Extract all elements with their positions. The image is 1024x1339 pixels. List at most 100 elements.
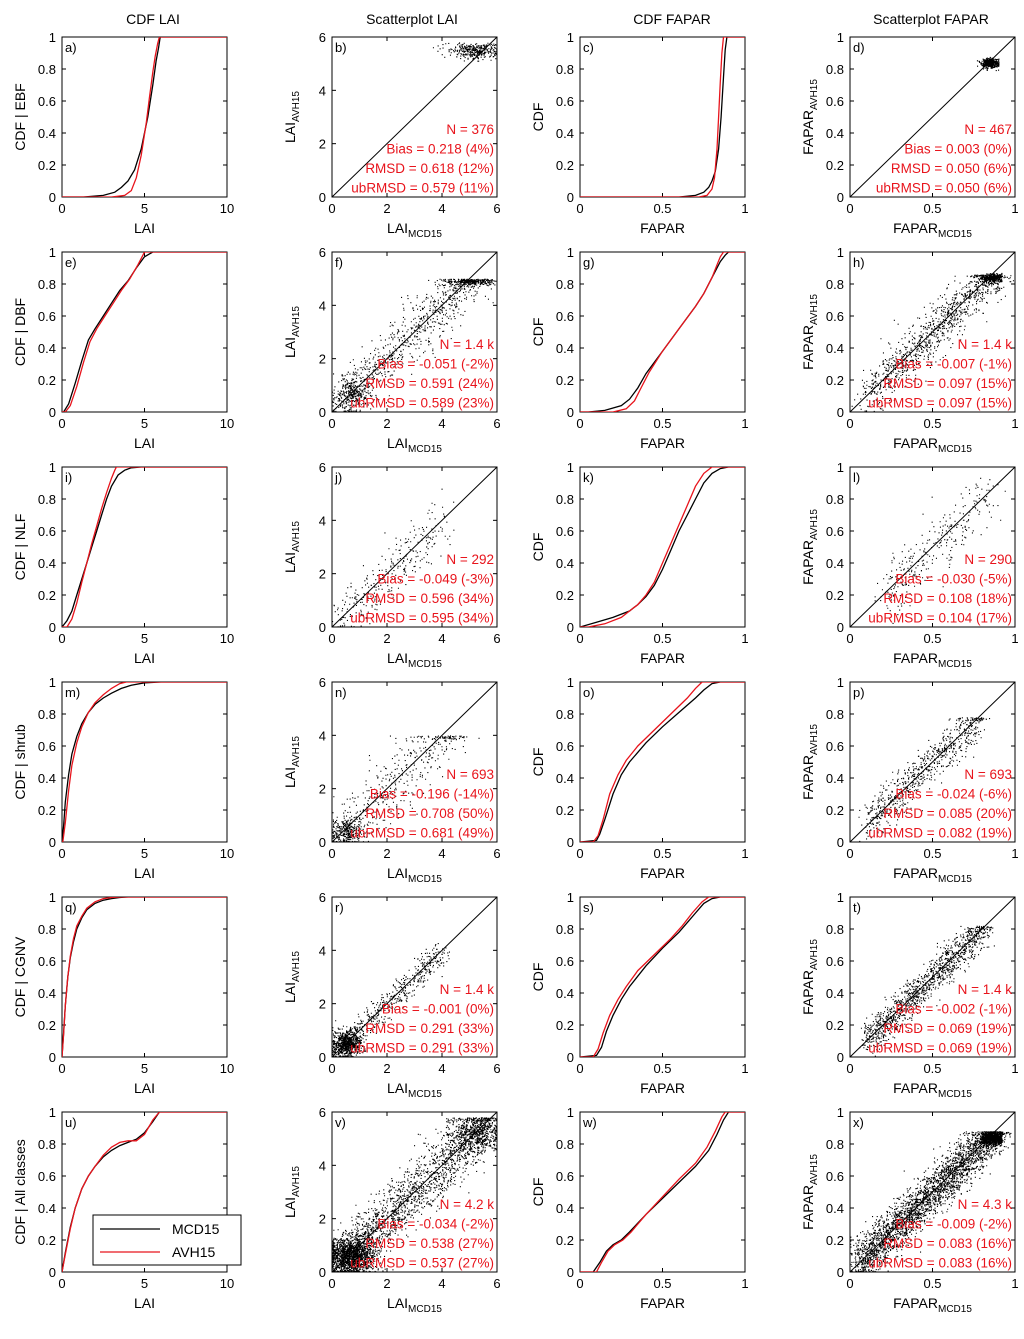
- x-tick-label: 5: [141, 1276, 148, 1291]
- y-tick-label: 1: [567, 1105, 574, 1120]
- panel-o: 0 0.5 1 0 0.2 0.4 0.6 0.8 1 o) CDF FAPAR: [530, 675, 749, 881]
- panel-letter: s): [583, 900, 594, 915]
- stat-line: Bias = -0.030 (-5%): [895, 572, 1012, 587]
- y-tick-label: 6: [319, 30, 326, 45]
- cdf-line-avh15: [580, 467, 745, 627]
- stat-line: Bias = -0.007 (-1%): [895, 357, 1012, 372]
- one-to-one-line: [331, 466, 498, 628]
- stat-line: Bias = -0.001 (0%): [382, 1002, 494, 1017]
- panel-letter: u): [65, 1115, 77, 1130]
- cdf-line-mcd15: [62, 897, 227, 1057]
- y-tick-label: 0.4: [556, 986, 574, 1001]
- x-tick-label: 0: [576, 1276, 583, 1291]
- stat-line: ubRMSD = 0.069 (19%): [868, 1041, 1012, 1056]
- y-tick-label: 0.6: [556, 309, 574, 324]
- x-axis-label-sub: MCD15: [938, 229, 972, 240]
- y-axis-label-sub: AVH15: [291, 306, 302, 337]
- stat-line: RMSD = 0.108 (18%): [883, 591, 1012, 606]
- x-tick-label: 0.5: [653, 201, 671, 216]
- panel-letter: x): [853, 1115, 864, 1130]
- y-tick-label: 0.6: [826, 1169, 844, 1184]
- y-tick-label: 0.2: [38, 373, 56, 388]
- y-axis-label: LAIAVH15: [282, 1166, 302, 1218]
- y-tick-label: 0.2: [38, 158, 56, 173]
- cdf-line-mcd15: [62, 37, 227, 197]
- one-to-one-line: [331, 251, 498, 413]
- panel-r: 0 2 4 6 0 2 4 6 r) LAIAVH15 LAIMCD15 N = 1.4 k Bias …: [282, 890, 501, 1100]
- x-axis-label-sub: MCD15: [938, 444, 972, 455]
- x-tick-label: 0: [846, 1061, 853, 1076]
- y-tick-label: 0.6: [556, 1169, 574, 1184]
- y-tick-label: 0.6: [38, 309, 56, 324]
- y-tick-label: 2: [319, 997, 326, 1012]
- y-tick-label: 0.4: [38, 771, 56, 786]
- y-tick-label: 0.2: [556, 158, 574, 173]
- x-axis-label-sub: MCD15: [408, 659, 442, 670]
- x-axis-label-sub: MCD15: [938, 1089, 972, 1100]
- y-axis-label: CDF | All classes: [12, 1139, 28, 1245]
- y-tick-label: 0: [567, 190, 574, 205]
- x-tick-label: 0.5: [923, 201, 941, 216]
- y-tick-label: 2: [319, 352, 326, 367]
- panel-f: 0 2 4 6 0 2 4 6 f) LAIAVH15 LAIMCD15 N = 1.4 k Bias …: [282, 245, 501, 455]
- panel-letter: t): [853, 900, 861, 915]
- column-title-scatter-lai: Scatterplot LAI: [366, 11, 458, 27]
- cdf-line-avh15: [580, 897, 745, 1057]
- x-tick-label: 0: [328, 631, 335, 646]
- x-tick-label: 1: [741, 1061, 748, 1076]
- cdf-line-avh15: [62, 252, 227, 412]
- panel-letter: e): [65, 255, 77, 270]
- x-tick-label: 0: [576, 631, 583, 646]
- x-tick-label: 0: [328, 846, 335, 861]
- y-axis-label: FAPARAVH15: [800, 509, 820, 585]
- scatter-dots: [850, 1131, 1012, 1272]
- y-axis-label-sub: AVH15: [291, 91, 302, 122]
- axes-frame: [579, 1111, 746, 1273]
- stat-line: N = 693: [446, 767, 494, 782]
- y-tick-label: 0.4: [826, 1201, 844, 1216]
- one-to-one-line: [849, 36, 1016, 198]
- x-tick-label: 1: [1011, 1061, 1018, 1076]
- x-tick-label: 0: [328, 1061, 335, 1076]
- y-tick-label: 0.2: [826, 1018, 844, 1033]
- stats-box: N = 292 Bias = -0.049 (-3%) RMSD = 0.596 (…: [350, 552, 494, 626]
- one-to-one-line: [331, 681, 498, 843]
- axes-frame: [579, 36, 746, 198]
- panel-letter: m): [65, 685, 80, 700]
- stat-line: ubRMSD = 0.579 (11%): [351, 181, 494, 196]
- scatter-dots: [332, 488, 455, 627]
- y-axis-label: FAPARAVH15: [800, 1154, 820, 1230]
- y-tick-label: 0.2: [556, 803, 574, 818]
- stat-line: ubRMSD = 0.097 (15%): [868, 396, 1012, 411]
- axes-frame: [331, 251, 498, 413]
- y-tick-label: 1: [49, 1105, 56, 1120]
- y-tick-label: 0.2: [826, 803, 844, 818]
- x-axis-label-sub: MCD15: [408, 229, 442, 240]
- stat-line: ubRMSD = 0.681 (49%): [350, 826, 494, 841]
- y-axis-label: FAPARAVH15: [800, 939, 820, 1015]
- panel-e: 0 5 10 0 0.2 0.4 0.6 0.8 1 e) CDF | DBF LAI: [12, 245, 234, 451]
- cdf-line-avh15: [580, 37, 745, 197]
- y-tick-label: 0: [319, 1265, 326, 1280]
- x-tick-label: 0: [576, 416, 583, 431]
- stat-line: ubRMSD = 0.083 (16%): [868, 1256, 1012, 1271]
- panel-letter: v): [335, 1115, 346, 1130]
- stat-line: RMSD = 0.097 (15%): [883, 376, 1012, 391]
- y-tick-label: 4: [319, 298, 326, 313]
- x-tick-label: 0: [846, 1276, 853, 1291]
- stat-line: Bias = 0.003 (0%): [904, 142, 1012, 157]
- y-tick-label: 1: [567, 245, 574, 260]
- y-tick-label: 1: [49, 675, 56, 690]
- x-axis-label: LAIMCD15: [387, 220, 442, 240]
- y-tick-label: 4: [319, 513, 326, 528]
- scatter-dots: [432, 42, 497, 62]
- y-tick-label: 0: [837, 835, 844, 850]
- y-tick-label: 1: [49, 460, 56, 475]
- y-tick-label: 1: [837, 675, 844, 690]
- stat-line: N = 292: [446, 552, 494, 567]
- stat-line: ubRMSD = 0.050 (6%): [876, 181, 1012, 196]
- x-tick-label: 0.5: [923, 846, 941, 861]
- x-tick-label: 6: [493, 1061, 500, 1076]
- panel-x: 0 0.5 1 0 0.2 0.4 0.6 0.8 1 x) FAPARAVH15 FAPARMCD1…: [800, 1105, 1019, 1315]
- x-tick-label: 0: [328, 1276, 335, 1291]
